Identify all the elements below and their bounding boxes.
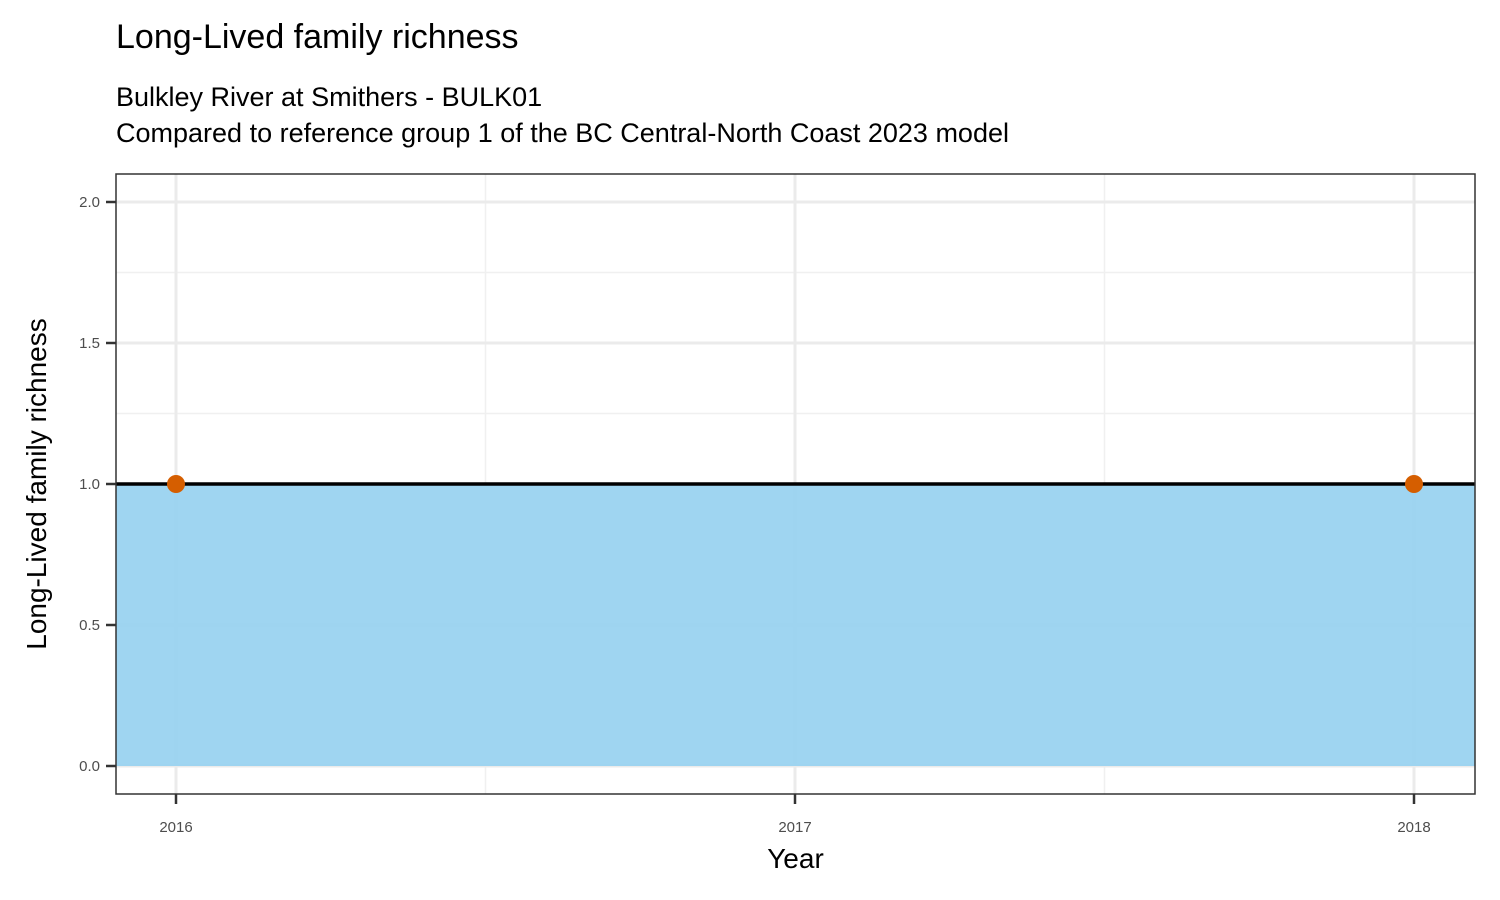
y-tick-label: 1.5 — [79, 335, 100, 352]
chart-title: Long-Lived family richness — [116, 18, 519, 56]
x-tick-label: 2018 — [1397, 819, 1430, 836]
x-tick-label: 2017 — [778, 819, 811, 836]
chart-subtitle-site: Bulkley River at Smithers - BULK01 — [116, 82, 543, 112]
data-point — [167, 475, 185, 493]
y-tick-label: 0.5 — [79, 617, 100, 634]
data-point — [1405, 475, 1423, 493]
y-tick-label: 2.0 — [79, 194, 100, 211]
y-tick-label: 0.0 — [79, 758, 100, 775]
chart-subtitle-reference: Compared to reference group 1 of the BC … — [116, 118, 1009, 148]
y-axis-label: Long-Lived family richness — [21, 318, 52, 650]
x-axis-label: Year — [767, 843, 824, 874]
y-tick-label: 1.0 — [79, 476, 100, 493]
reference-band — [116, 484, 1475, 766]
x-tick-label: 2016 — [159, 819, 192, 836]
